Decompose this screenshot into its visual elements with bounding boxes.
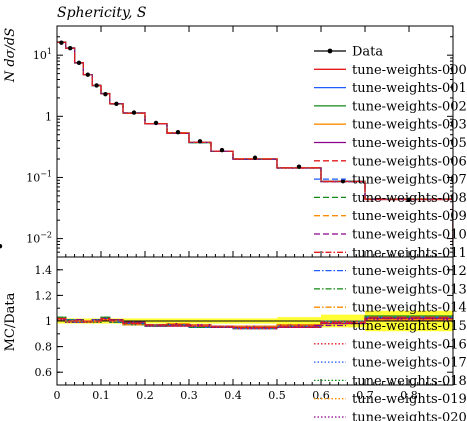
data-point [68,46,73,51]
data-point [103,91,108,97]
legend-item: Data [314,45,383,60]
legend-label: tune-weights-007-0 [352,173,467,188]
legend-item: tune-weights-001-0 [314,81,467,96]
x-tick-label: 0.7 [356,389,374,402]
legend: Data tune-weights-000-0 tune-weights-001-0… [314,45,467,421]
legend-item: tune-weights-015-0 [314,319,467,334]
ratio-series-tune-weights-021-0 [57,314,453,328]
legend-label: tune-weights-000-0 [352,63,467,78]
x-tick-label: 0.3 [180,389,198,402]
data-point [197,139,203,144]
data-point [0,244,3,249]
legend-label: tune-weights-020-0 [352,411,467,421]
ratio-y-tick-label: 0.6 [35,366,53,379]
legend-label: tune-weights-002-0 [352,99,467,114]
legend-item: tune-weights-012-0 [314,264,467,279]
legend-item: tune-weights-010-0 [314,228,467,243]
x-tick-label: 0.1 [92,389,110,402]
data-point [340,178,346,184]
main-y-ticks: 10−2 10−1 1 101 [26,25,453,258]
x-tick-label: 0 [54,389,61,402]
legend-label: tune-weights-016-0 [352,337,467,352]
main-y-tick-label: 10−1 [26,169,52,184]
ratio-y-tick-label: 1 [45,315,52,328]
x-ticks: 0 0.1 0.2 0.3 0.4 0.5 0.6 0.7 0.8 [54,26,445,402]
ratio-y-axis-label: MC/Data [3,292,18,351]
x-tick-label: 0.2 [136,389,154,402]
data-point [94,83,99,88]
legend-item: tune-weights-016-0 [314,337,467,352]
ratio-y-tick-label: 1.4 [35,264,53,277]
legend-item: tune-weights-011-0 [314,246,467,261]
legend-label: tune-weights-011-0 [352,246,467,261]
ratio-y-tick-label: 1.2 [35,289,53,302]
legend-label: tune-weights-012-0 [352,264,467,279]
legend-item: tune-weights-009-0 [314,209,467,224]
data-point [252,155,258,160]
ratio-series-tune-weights-017-0 [57,316,453,330]
legend-label: tune-weights-014-0 [352,301,467,316]
ratio-series-group [57,313,453,330]
legend-label: tune-weights-019-0 [352,392,467,407]
main-series-group [57,41,453,246]
legend-label: tune-weights-013-0 [352,282,467,297]
legend-item: tune-weights-007-0 [314,173,467,188]
legend-label: tune-weights-010-0 [352,228,467,243]
main-y-tick-label: 10−2 [26,231,52,246]
legend-item: tune-weights-013-0 [314,282,467,297]
legend-label: tune-weights-017-0 [352,356,467,371]
main-series-tune-weights-020-0 [57,41,453,246]
legend-item: tune-weights-018-0 [314,374,467,389]
legend-item: tune-weights-014-0 [314,301,467,316]
x-tick-label: 0.4 [224,389,242,402]
legend-item: tune-weights-000-0 [314,63,467,78]
x-tick-label: 0.5 [268,389,286,402]
ratio-series-tune-weights-020-0 [57,317,453,328]
legend-item: tune-weights-019-0 [314,392,467,407]
main-series-tune-weights-021-0 [57,41,453,245]
legend-label: tune-weights-001-0 [352,81,467,96]
data-points-group [0,40,412,249]
main-y-axis-label: N dσ/dS [3,28,18,83]
data-point [175,129,181,135]
data-point [85,72,91,77]
chart-title: Sphericity, S [57,5,147,21]
data-point [153,120,159,126]
legend-item: tune-weights-006-0 [314,154,467,169]
data-point [219,147,225,153]
data-point [131,110,137,115]
main-y-tick-label: 101 [33,47,52,62]
legend-item: tune-weights-003-0 [314,118,467,133]
ratio-y-ticks: 0.6 0.8 1 1.2 1.4 [35,256,453,386]
data-point [406,197,412,203]
legend-item: tune-weights-008-0 [314,191,467,206]
data-point [296,164,302,169]
legend-data-marker [327,48,333,54]
ratio-series-tune-weights-016-0 [57,315,453,328]
legend-label: tune-weights-008-0 [352,191,467,206]
legend-item: tune-weights-020-0 [314,411,467,421]
legend-label: tune-weights-006-0 [352,154,467,169]
legend-item: tune-weights-005-0 [314,136,467,151]
ratio-y-tick-label: 0.8 [35,341,53,354]
data-point [59,40,64,45]
data-point [76,60,82,66]
legend-item: tune-weights-002-0 [314,99,467,114]
legend-label: Data [352,45,383,60]
legend-label: tune-weights-018-0 [352,374,467,389]
main-y-tick-label: 1 [45,110,52,123]
data-point [114,101,119,107]
legend-label: tune-weights-015-0 [352,319,467,334]
legend-label: tune-weights-005-0 [352,136,467,151]
x-tick-label: 0.6 [312,389,330,402]
legend-label: tune-weights-003-0 [352,118,467,133]
x-tick-label: 0.8 [400,389,418,402]
legend-item: tune-weights-017-0 [314,356,467,371]
legend-label: tune-weights-009-0 [352,209,467,224]
